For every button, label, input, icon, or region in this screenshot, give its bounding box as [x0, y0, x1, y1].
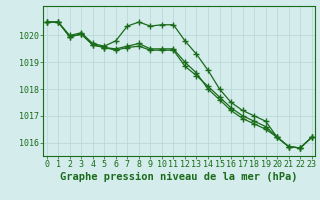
X-axis label: Graphe pression niveau de la mer (hPa): Graphe pression niveau de la mer (hPa): [60, 172, 298, 182]
